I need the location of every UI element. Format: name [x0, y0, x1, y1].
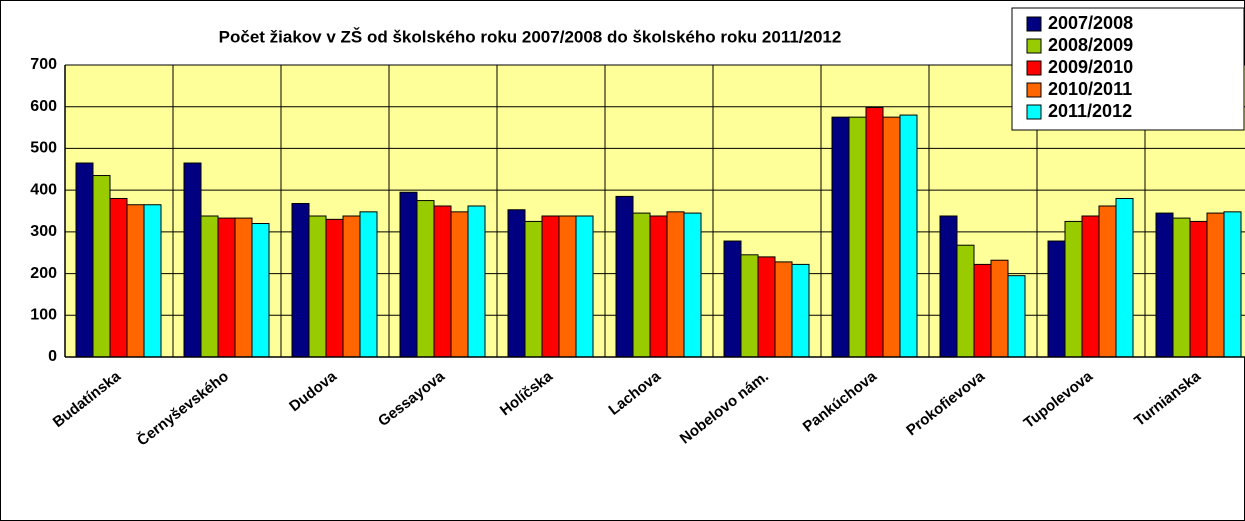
bar: [92, 175, 111, 358]
legend-swatch: [1026, 82, 1042, 98]
legend-label: 2011/2012: [1048, 101, 1132, 121]
bar: [865, 107, 884, 358]
bar: [416, 200, 435, 358]
bar: [848, 116, 867, 358]
bar: [251, 223, 270, 358]
legend-label: 2010/2011: [1048, 79, 1132, 99]
bar: [1081, 215, 1100, 358]
bar: [359, 211, 378, 358]
y-tick-label: 400: [30, 181, 57, 198]
legend-swatch: [1026, 16, 1042, 32]
bar: [308, 215, 327, 358]
bar: [1223, 211, 1242, 358]
bar: [1115, 197, 1134, 358]
bar: [774, 261, 793, 358]
bar: [1172, 217, 1191, 358]
chart-title: Počet žiakov v ZŠ od školského roku 2007…: [219, 27, 842, 46]
bar: [1007, 275, 1026, 358]
y-tick-label: 600: [30, 98, 57, 115]
bar: [882, 116, 901, 358]
bar: [990, 259, 1009, 358]
legend-swatch: [1026, 38, 1042, 54]
bar: [342, 215, 361, 358]
bar: [1206, 212, 1225, 358]
bar: [183, 162, 202, 358]
bar: [126, 204, 145, 358]
bar: [723, 240, 742, 358]
bar: [558, 215, 577, 358]
bar: [217, 217, 236, 358]
y-tick-label: 300: [30, 223, 57, 240]
bar: [831, 116, 850, 358]
bar: [575, 215, 594, 358]
bar: [325, 218, 344, 358]
legend-label: 2009/2010: [1048, 57, 1133, 77]
y-tick-label: 100: [30, 307, 57, 324]
bar: [740, 254, 759, 358]
bar: [109, 197, 128, 358]
bar: [899, 114, 918, 358]
bar: [433, 205, 452, 358]
bar: [1155, 212, 1174, 358]
bar: [75, 162, 94, 358]
bar: [683, 212, 702, 358]
bar: [615, 195, 634, 358]
bar: [399, 191, 418, 358]
legend-swatch: [1026, 60, 1042, 76]
bar: [1064, 220, 1083, 358]
bar: [1098, 205, 1117, 358]
y-tick-label: 500: [30, 140, 57, 157]
legend-swatch: [1026, 104, 1042, 120]
bar: [467, 205, 486, 358]
bar: [632, 212, 651, 358]
bar: [541, 215, 560, 358]
legend-label: 2008/2009: [1048, 35, 1133, 55]
bar: [791, 263, 810, 358]
bar: [666, 211, 685, 358]
bar: [450, 211, 469, 358]
bar: [524, 220, 543, 358]
legend-label: 2007/2008: [1048, 13, 1133, 33]
bar: [291, 202, 310, 358]
bar: [939, 215, 958, 358]
y-tick-label: 0: [48, 348, 57, 365]
bar: [200, 215, 219, 358]
bar: [234, 217, 253, 358]
bar: [143, 204, 162, 358]
bar: [757, 256, 776, 358]
y-tick-label: 700: [30, 56, 57, 73]
legend-box: [1011, 7, 1245, 131]
bar: [956, 244, 975, 358]
bar: [649, 215, 668, 358]
bar: [1047, 240, 1066, 358]
bar: [507, 209, 526, 358]
bar: [973, 263, 992, 358]
y-tick-label: 200: [30, 265, 57, 282]
bar: [1189, 220, 1208, 358]
